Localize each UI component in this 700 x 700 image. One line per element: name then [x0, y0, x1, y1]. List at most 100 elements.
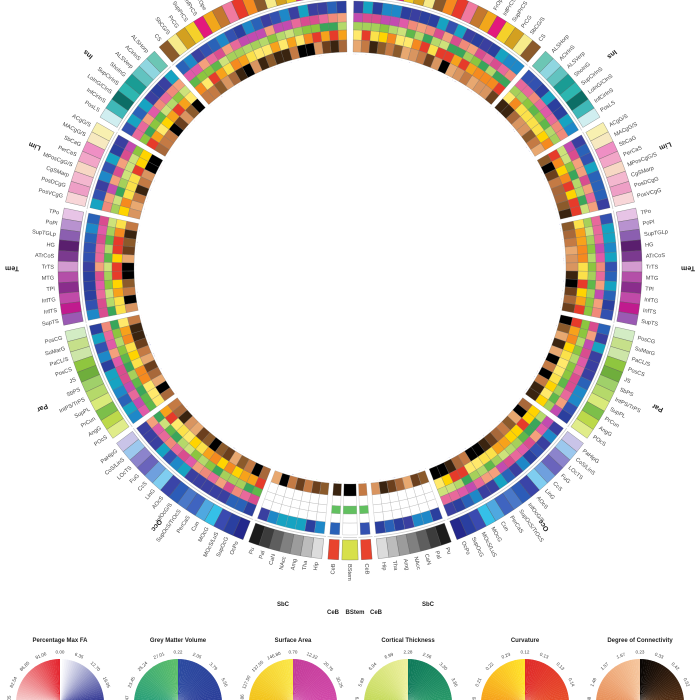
legend-wedge: [630, 659, 640, 700]
legend-wedge: [534, 689, 568, 700]
region-label: NAcc: [412, 556, 421, 571]
metric-cell-blue: [383, 519, 396, 533]
legend-wedge: [166, 659, 178, 700]
legend-tick-label: 0.12: [521, 650, 530, 655]
legend-tick-label: 2.28: [404, 650, 413, 655]
legend-wedge: [40, 662, 59, 700]
metric-cell-green: [317, 503, 328, 513]
metric-cell-yellow: [380, 492, 391, 505]
legend-wedge: [599, 682, 635, 700]
metric-cell-pink: [96, 233, 107, 245]
legend-wedge: [293, 661, 309, 700]
region-label: Pal: [258, 550, 266, 560]
metric-cell-green: [104, 288, 114, 299]
region-label: Cun: [191, 521, 201, 533]
legend-wedge: [604, 675, 637, 700]
legend-wedge: [78, 696, 104, 700]
region-label: PerCaS: [57, 145, 78, 158]
ring-separator: [80, 0, 620, 538]
metric-cell-brown: [129, 200, 144, 212]
lobe-divider: [62, 308, 155, 330]
metric-cell-brown: [565, 278, 578, 289]
legend-wedge: [529, 679, 564, 700]
region-label: CgSMarp: [45, 166, 69, 179]
metric-cell-green: [104, 244, 114, 254]
metric-cell-yellow: [577, 253, 589, 263]
legend-wedge: [641, 661, 659, 700]
region-label: PosCG: [44, 336, 63, 346]
region-label: PoPl: [642, 219, 655, 227]
legend-wedge: [46, 660, 60, 700]
legend-wedge: [489, 675, 522, 700]
legend-wedge: [503, 663, 524, 700]
legend-wedge: [408, 661, 424, 700]
metric-cell-brown: [155, 380, 171, 395]
region-label: TrTS: [42, 265, 55, 271]
legend-wedge: [642, 667, 668, 700]
legend-wedge: [38, 663, 59, 700]
metric-cell-pink: [315, 511, 327, 522]
metric-cell-green: [370, 22, 381, 32]
legend-wedge: [179, 661, 197, 700]
metric-cell-yellow: [111, 253, 123, 263]
region-label: PosCS: [55, 367, 74, 379]
legend-wedge: [649, 689, 683, 700]
lobe-cell-par: [90, 392, 114, 412]
metric-cell-brown: [208, 437, 223, 453]
metric-cell-pink: [359, 513, 370, 523]
legend-wedge: [265, 667, 291, 700]
legend-wedge: [415, 687, 450, 700]
legend-tick-label: 1.38: [586, 696, 591, 700]
legend-wedge: [50, 659, 60, 700]
legend-wedge: [635, 659, 640, 700]
metric-cell-pink: [593, 233, 604, 245]
lobe-cell-sbc: [268, 529, 285, 552]
legend-wedge: [61, 666, 86, 700]
legend-wedge: [42, 661, 59, 700]
region-label: SbCaG: [618, 135, 637, 148]
region-label: SupOcG: [470, 536, 484, 558]
region-label: Amg: [290, 558, 298, 570]
metric-cell-pink: [353, 12, 364, 23]
legend-wedge: [527, 667, 553, 700]
legend-wedge: [422, 693, 452, 700]
lobe-cell-ins: [117, 81, 141, 103]
metric-cell-brown: [428, 465, 442, 481]
metric-cell-brown: [561, 302, 576, 313]
legend-title: Degree of Connectivity: [607, 638, 673, 644]
lobe-cell-ins: [105, 98, 129, 120]
lobe-cell-occ: [136, 454, 159, 476]
legend-tick-label: 0.23: [501, 652, 512, 660]
legend-wedge: [69, 689, 103, 700]
legend-tick-label: 1.57: [600, 661, 610, 671]
metric-cell-brown: [134, 337, 149, 350]
legend-wedge: [294, 664, 318, 700]
legend-wedge: [643, 675, 676, 700]
metric-cell-blue: [82, 261, 96, 272]
legend-wedge: [378, 668, 406, 700]
metric-cell-brown: [136, 345, 152, 358]
metric-cell-yellow: [575, 236, 588, 247]
metric-cell-green: [319, 22, 330, 32]
region-label: ATrCoS: [646, 253, 666, 260]
legend-wedge: [410, 670, 440, 700]
legend-wedge: [71, 691, 104, 700]
legend-title: Percentage Max FA: [32, 638, 88, 644]
metric-cell-brown: [280, 48, 293, 63]
legend-wedge: [396, 659, 408, 700]
legend-wedge: [171, 659, 178, 700]
legend-wedge: [257, 675, 290, 700]
legend-wedge: [376, 670, 406, 700]
lobe-cell-bstem: [341, 539, 359, 561]
metric-cell-brown: [564, 245, 578, 256]
legend-wedge: [382, 666, 407, 700]
metric-cell-brown: [122, 286, 136, 297]
metric-cell-pink: [299, 16, 311, 27]
metric-cell-green: [586, 288, 596, 299]
lobe-cell-par: [81, 374, 105, 393]
metric-cell-brown: [302, 479, 314, 493]
metric-cell-brown: [131, 330, 146, 342]
legend-wedge: [251, 684, 287, 700]
